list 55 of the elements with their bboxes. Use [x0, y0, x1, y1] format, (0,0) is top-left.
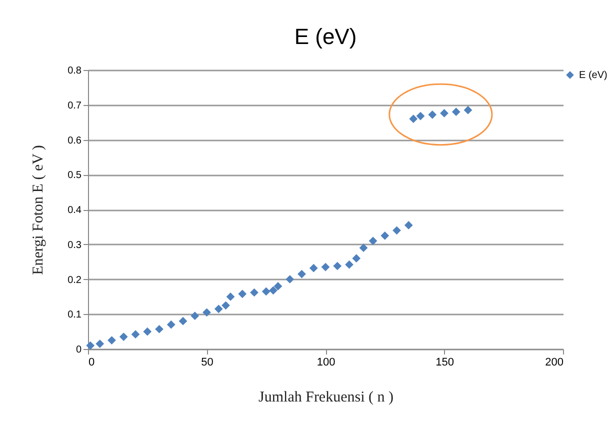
point — [250, 288, 258, 297]
point — [428, 110, 437, 119]
point — [345, 260, 354, 269]
point — [143, 327, 152, 336]
x-tick-label: 150 — [436, 356, 454, 368]
y-tick-label: 0.5 — [68, 170, 82, 182]
y-tick-label: 0.3 — [68, 240, 82, 251]
point — [352, 254, 361, 263]
point — [298, 270, 306, 278]
point — [452, 108, 460, 116]
point — [380, 231, 390, 240]
point — [96, 340, 104, 348]
point — [238, 290, 247, 298]
point — [368, 236, 378, 246]
point — [202, 308, 211, 317]
point — [166, 320, 176, 329]
point — [190, 312, 200, 320]
y-tick-label: 0.8 — [68, 66, 82, 76]
y-tick-label: 0.6 — [68, 135, 82, 146]
y-tick-label: 0.2 — [68, 274, 82, 286]
point — [178, 316, 188, 326]
point — [404, 221, 413, 230]
point — [392, 226, 401, 235]
point — [222, 301, 230, 310]
point — [86, 341, 95, 350]
point — [440, 109, 448, 118]
y-tick-label: 0 — [76, 344, 82, 356]
y-tick-label: 0.7 — [68, 100, 82, 112]
x-tick-label: 50 — [201, 356, 214, 368]
point — [274, 282, 282, 290]
point — [269, 286, 278, 295]
y-axis-title: Energi Foton E ( eV ) — [30, 145, 47, 275]
point — [409, 114, 418, 124]
point — [321, 262, 330, 272]
chart-title: E (eV) — [294, 24, 357, 49]
point — [309, 264, 318, 272]
point — [226, 292, 235, 301]
point — [286, 275, 294, 284]
point — [359, 244, 368, 252]
y-tick-label: 0.4 — [68, 205, 82, 216]
point — [262, 287, 270, 296]
x-tick-label: 200 — [545, 356, 564, 368]
point — [333, 262, 342, 270]
y-tick-label: 0.1 — [68, 310, 82, 321]
point — [155, 324, 164, 334]
x-tick-label: 0 — [88, 356, 95, 368]
x-tick-label: 100 — [316, 356, 336, 368]
point — [119, 332, 128, 341]
point — [416, 112, 425, 120]
point — [464, 106, 472, 114]
legend-label: E (eV) — [579, 70, 608, 81]
point — [214, 304, 223, 314]
point — [131, 330, 140, 339]
point — [108, 336, 116, 344]
x-axis-title: Jumlah Frekuensi ( n ) — [258, 390, 394, 406]
